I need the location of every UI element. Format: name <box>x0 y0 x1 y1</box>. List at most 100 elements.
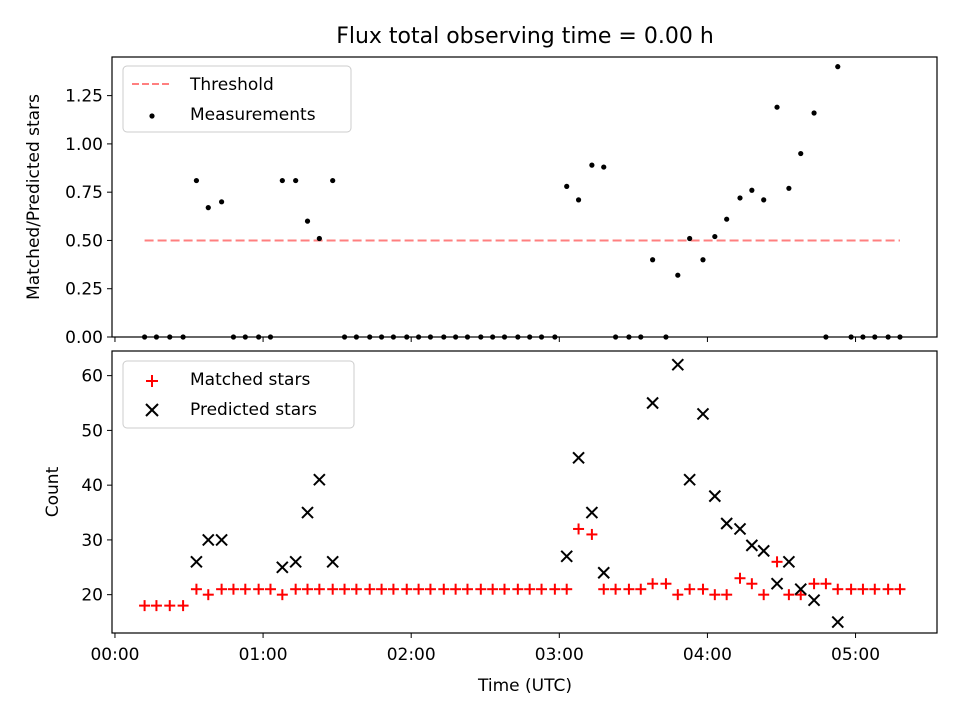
predicted-star-marker <box>202 533 215 547</box>
predicted-star-marker <box>831 615 844 629</box>
matched-star-marker <box>684 583 696 595</box>
predicted-star-marker <box>720 517 733 530</box>
measurement-point <box>712 233 718 240</box>
predicted-star-marker <box>215 533 228 547</box>
count-x-axis: 00:00 01:00 02:00 03:00 04:00 05:00 <box>90 633 880 665</box>
predicted-star-marker <box>671 358 685 371</box>
ratio-legend-box <box>122 65 352 133</box>
measurement-point <box>811 110 817 116</box>
measurement-point <box>575 197 582 203</box>
matched-star-marker <box>202 589 214 601</box>
matched-star-marker <box>882 583 894 595</box>
matched-star-marker <box>313 583 325 595</box>
count-legend: Matched stars Predicted stars <box>122 360 355 429</box>
matched-star-marker <box>857 583 869 595</box>
matched-star-marker <box>647 578 659 590</box>
ratio-y-axis: 0.00 0.25 0.50 0.75 1.00 1.25 <box>65 87 112 348</box>
measurement-point <box>650 257 656 263</box>
count-x-tick-label: 04:00 <box>683 645 732 665</box>
measurement-point <box>316 235 322 242</box>
count-x-tick-label: 00:00 <box>90 645 139 665</box>
ratio-legend: Threshold Measurements <box>122 65 352 133</box>
ratio-plot: 0.00 0.25 0.50 0.75 1.00 1.25 Matched/Predict… <box>24 56 938 348</box>
predicted-star-marker <box>560 550 573 563</box>
measurement-point <box>219 199 225 205</box>
predicted-star-marker <box>190 555 203 569</box>
measurement-point <box>700 257 706 263</box>
matched-star-marker <box>413 583 425 595</box>
matched-star-marker <box>709 589 721 601</box>
measurement-point <box>774 104 780 110</box>
matched-star-marker <box>364 583 376 595</box>
predicted-star-marker <box>807 593 821 607</box>
matched-star-marker <box>598 583 610 595</box>
measurement-point <box>687 235 693 242</box>
count-legend-box <box>122 360 355 429</box>
matched-star-marker <box>475 583 487 595</box>
matched-star-marker <box>721 589 733 601</box>
measurement-point <box>589 162 595 168</box>
matched-star-marker <box>164 600 176 612</box>
count-plot-frame <box>111 350 938 634</box>
ratio-y-tick-label: 1.25 <box>65 87 103 107</box>
count-y-tick-label: 40 <box>81 476 103 496</box>
legend-threshold-label: Threshold <box>189 75 274 95</box>
matched-star-marker <box>387 583 399 595</box>
legend-predicted-label: Predicted stars <box>190 400 317 420</box>
matched-star-marker <box>339 583 351 595</box>
matched-star-marker <box>264 583 276 595</box>
ratio-y-tick-label: 1.00 <box>65 135 103 155</box>
measurement-point <box>293 177 299 184</box>
matched-star-marker <box>150 600 162 612</box>
matched-star-marker <box>783 589 795 601</box>
matched-star-marker <box>461 583 473 595</box>
predicted-star-marker <box>733 522 747 536</box>
count-y-tick-label: 20 <box>81 586 103 606</box>
predicted-star-marker <box>683 473 696 486</box>
count-plot: 20 30 40 50 60 00:00 01:00 02:00 03:00 04:00 05:0… <box>43 350 938 696</box>
measurement-point <box>675 272 681 278</box>
matched-star-marker <box>808 578 820 590</box>
predicted-star-marker <box>745 539 759 552</box>
measurement-point <box>279 177 285 184</box>
predicted-star-marker <box>276 561 289 574</box>
matched-star-marker <box>573 523 585 535</box>
measurement-point <box>304 218 311 224</box>
legend-measurements-swatch <box>149 113 155 119</box>
x-axis-label: Time (UTC) <box>477 676 572 696</box>
count-y-tick-label: 30 <box>81 531 103 551</box>
matched-star-marker <box>424 583 436 595</box>
measurement-point <box>601 164 607 170</box>
count-x-tick-label: 05:00 <box>831 645 880 665</box>
ratio-x-axis-ticks <box>114 337 857 342</box>
predicted-star-marker <box>782 555 796 569</box>
ratio-y-tick-label: 0.75 <box>65 183 103 203</box>
matched-star-marker <box>450 583 462 595</box>
count-y-axis-label: Count <box>43 466 63 517</box>
matched-star-marker <box>276 589 288 601</box>
predicted-star-marker <box>757 544 770 558</box>
predicted-star-marker <box>794 582 807 596</box>
predicted-star-marker <box>289 555 302 569</box>
matched-star-marker <box>216 583 228 595</box>
measurement-point <box>835 64 841 70</box>
matched-star-marker <box>139 600 151 612</box>
predicted-star-marker <box>301 506 314 519</box>
matched-star-marker <box>672 589 684 601</box>
matched-star-marker <box>401 583 413 595</box>
count-y-tick-label: 50 <box>81 421 103 441</box>
predicted-star-marker <box>313 473 326 486</box>
matched-star-marker <box>820 578 832 590</box>
matched-star-marker <box>290 583 302 595</box>
matched-star-marker <box>746 578 758 590</box>
measurement-point <box>193 177 200 184</box>
measurement-point <box>205 205 211 211</box>
ratio-plot-frame <box>111 56 938 338</box>
matched-star-marker <box>253 583 265 595</box>
matched-star-marker <box>512 583 524 595</box>
measurement-point <box>564 183 570 189</box>
predicted-star-marker <box>770 577 784 590</box>
measurement-point <box>798 150 804 157</box>
matched-star-marker <box>635 583 647 595</box>
matched-star-marker <box>561 583 573 595</box>
